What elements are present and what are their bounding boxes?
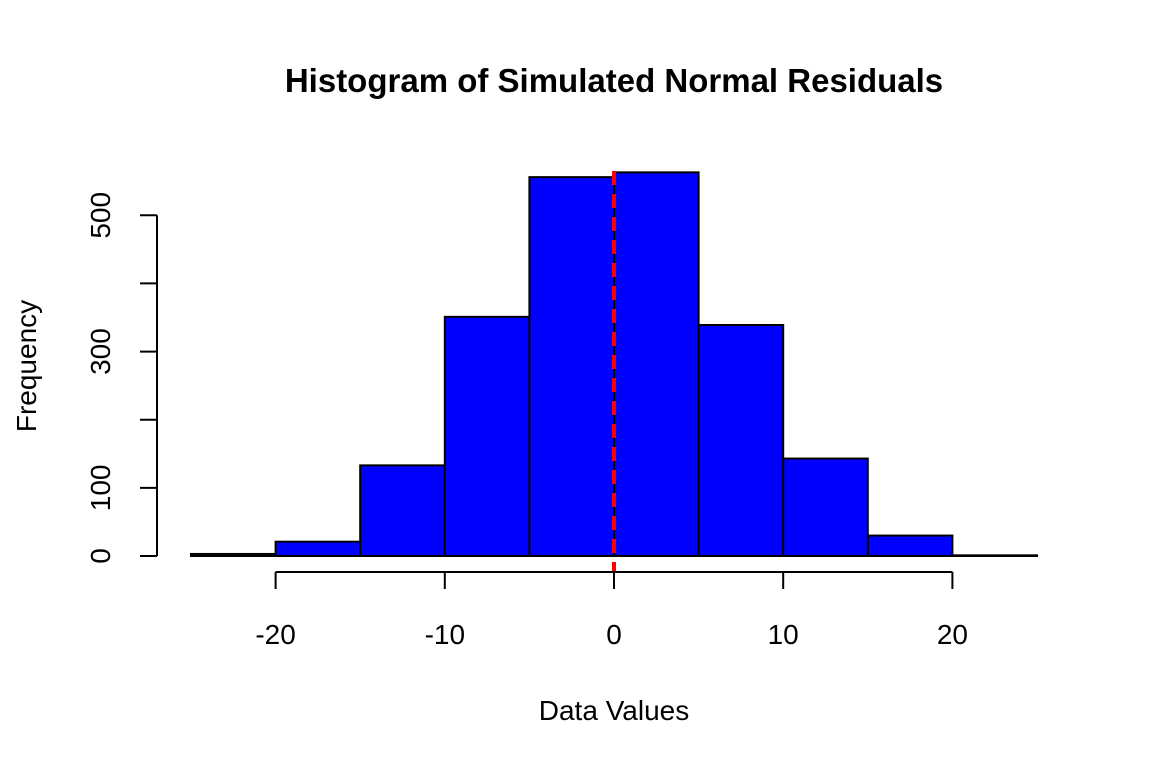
x-tick-label: -20 xyxy=(255,619,295,650)
histogram-bar xyxy=(951,554,1039,558)
y-tick-label: 100 xyxy=(85,464,116,511)
x-axis-label: Data Values xyxy=(539,695,689,726)
y-tick-label: 300 xyxy=(85,328,116,375)
chart-title: Histogram of Simulated Normal Residuals xyxy=(285,62,943,99)
histogram-bar xyxy=(697,324,785,557)
histogram-bar xyxy=(190,552,277,557)
bars-group xyxy=(190,171,1039,558)
histogram-bar xyxy=(274,540,362,557)
histogram-bar xyxy=(528,176,616,557)
x-axis: -20 -10 0 10 20 xyxy=(255,571,968,650)
y-tick-label: 0 xyxy=(85,548,116,564)
histogram-bar xyxy=(443,315,531,557)
x-tick-label: -10 xyxy=(425,619,465,650)
x-tick-label: 10 xyxy=(768,619,799,650)
histogram-bar xyxy=(782,457,869,557)
y-axis-label: Frequency xyxy=(11,300,42,432)
histogram-bar xyxy=(613,171,700,558)
x-tick-label: 0 xyxy=(606,619,622,650)
x-tick-label: 20 xyxy=(937,619,968,650)
y-axis: 0 100 300 500 xyxy=(85,192,158,564)
y-tick-label: 500 xyxy=(85,192,116,239)
histogram-bar xyxy=(866,534,954,557)
histogram-bar xyxy=(359,464,446,557)
